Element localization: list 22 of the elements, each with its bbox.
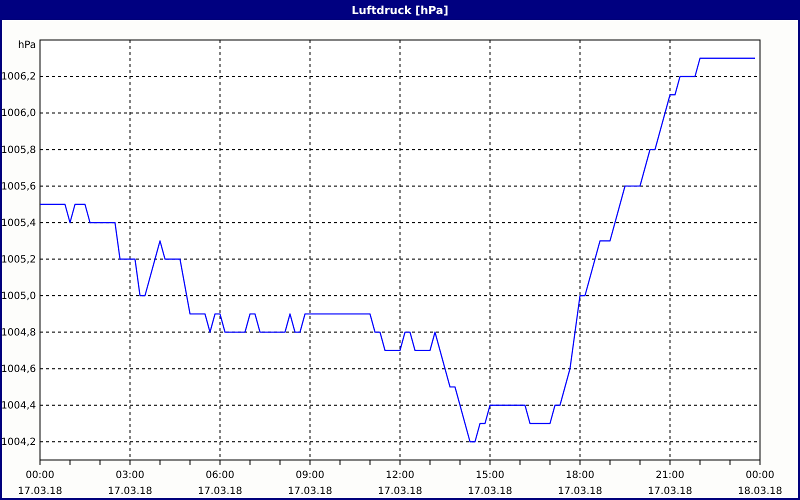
x-tick-label: 21:00 17.03.18 (648, 470, 692, 497)
y-tick-label: 1005,8 (1, 144, 36, 156)
y-tick-label: 1005,2 (1, 254, 36, 266)
y-tick-label: 1004,4 (1, 400, 36, 412)
y-tick-label: 1005,6 (1, 181, 36, 192)
x-tick-label: 00:00 17.03.18 (18, 470, 62, 497)
x-tick-label: 12:00 17.03.18 (378, 470, 422, 497)
y-tick-label: 1004,6 (1, 364, 36, 375)
x-tick-label: 06:00 17.03.18 (198, 470, 242, 497)
y-tick-label: 1006,2 (1, 72, 36, 83)
y-axis-title: hPa (18, 40, 36, 51)
y-tick-label: 1004,8 (1, 327, 36, 338)
x-tick-label: 03:00 17.03.18 (108, 470, 152, 497)
y-tick-label: 1004,2 (1, 436, 36, 448)
x-tick-label: 18:00 17.03.18 (558, 470, 602, 497)
y-tick-label: 1005,0 (1, 290, 36, 302)
x-tick-label: 09:00 17.03.18 (288, 470, 332, 497)
x-tick-label: 00:00 18.03.18 (738, 470, 782, 497)
y-tick-label: 1005,4 (1, 218, 36, 229)
y-tick-label: 1006,0 (1, 108, 36, 120)
chart-title: Luftdruck [hPa] (352, 4, 448, 17)
x-tick-label: 15:00 17.03.18 (468, 470, 512, 497)
